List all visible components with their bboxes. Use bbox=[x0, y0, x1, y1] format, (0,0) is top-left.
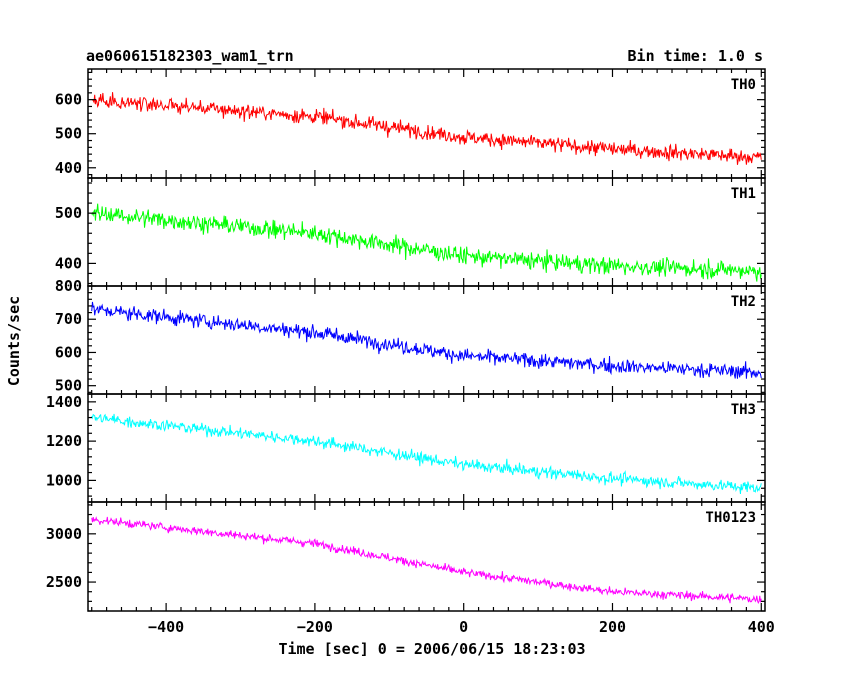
panel-frame bbox=[87, 501, 766, 612]
y-tick-label: 500 bbox=[55, 204, 82, 222]
panel-label-th0123: TH0123 bbox=[705, 510, 756, 526]
y-tick-label: 1400 bbox=[46, 393, 82, 411]
panel-label-th2: TH2 bbox=[731, 294, 756, 310]
panel-th0123: 2500 3000 TH0123 bbox=[46, 501, 766, 612]
y-tick-label: 500 bbox=[55, 377, 82, 395]
series-line-th3 bbox=[91, 413, 762, 494]
panel-label-th0: TH0 bbox=[731, 77, 756, 93]
y-axis-label: Counts/sec bbox=[5, 296, 23, 386]
panel-th1: 400 500 TH1 bbox=[55, 177, 766, 287]
x-axis: −400 −200 0 200 400 bbox=[148, 618, 775, 636]
panel-th2: 500 600 700 800 TH2 bbox=[55, 277, 766, 395]
panel-frame bbox=[87, 68, 766, 179]
panel-label-th1: TH1 bbox=[731, 186, 756, 202]
y-tick-label: 1000 bbox=[46, 471, 82, 489]
panel-label-th3: TH3 bbox=[731, 402, 756, 418]
x-tick-label: −400 bbox=[148, 618, 184, 636]
y-tick-label: 500 bbox=[55, 125, 82, 143]
y-tick-label: 3000 bbox=[46, 525, 82, 543]
y-tick-label: 2500 bbox=[46, 573, 82, 591]
panel-th0: 400 500 600 TH0 bbox=[55, 68, 766, 179]
x-tick-label: 400 bbox=[748, 618, 775, 636]
panel-stack: 400 500 600 TH0 400 500 TH1 500 600 700 800 TH2 1000… bbox=[46, 68, 766, 612]
bin-time-label: Bin time: 1.0 s bbox=[628, 47, 763, 65]
series-line-th1 bbox=[91, 203, 762, 282]
y-tick-label: 600 bbox=[55, 91, 82, 109]
panel-frame bbox=[87, 177, 766, 287]
x-tick-label: −200 bbox=[297, 618, 333, 636]
series-line-th0123 bbox=[91, 516, 762, 604]
y-tick-label: 600 bbox=[55, 343, 82, 361]
y-tick-label: 800 bbox=[55, 277, 82, 295]
x-axis-label: Time [sec] 0 = 2006/06/15 18:23:03 bbox=[278, 640, 585, 658]
panel-th3: 1000 1200 1400 TH3 bbox=[46, 393, 766, 503]
y-tick-label: 1200 bbox=[46, 432, 82, 450]
y-tick-label: 700 bbox=[55, 310, 82, 328]
x-tick-label: 0 bbox=[459, 618, 468, 636]
y-tick-label: 400 bbox=[55, 159, 82, 177]
panel-frame bbox=[87, 285, 766, 395]
chart-title: ae060615182303_wam1_trn bbox=[86, 47, 294, 65]
series-line-th2 bbox=[91, 301, 762, 379]
x-tick-label: 200 bbox=[599, 618, 626, 636]
series-line-th0 bbox=[91, 92, 762, 165]
y-tick-label: 400 bbox=[55, 254, 82, 272]
